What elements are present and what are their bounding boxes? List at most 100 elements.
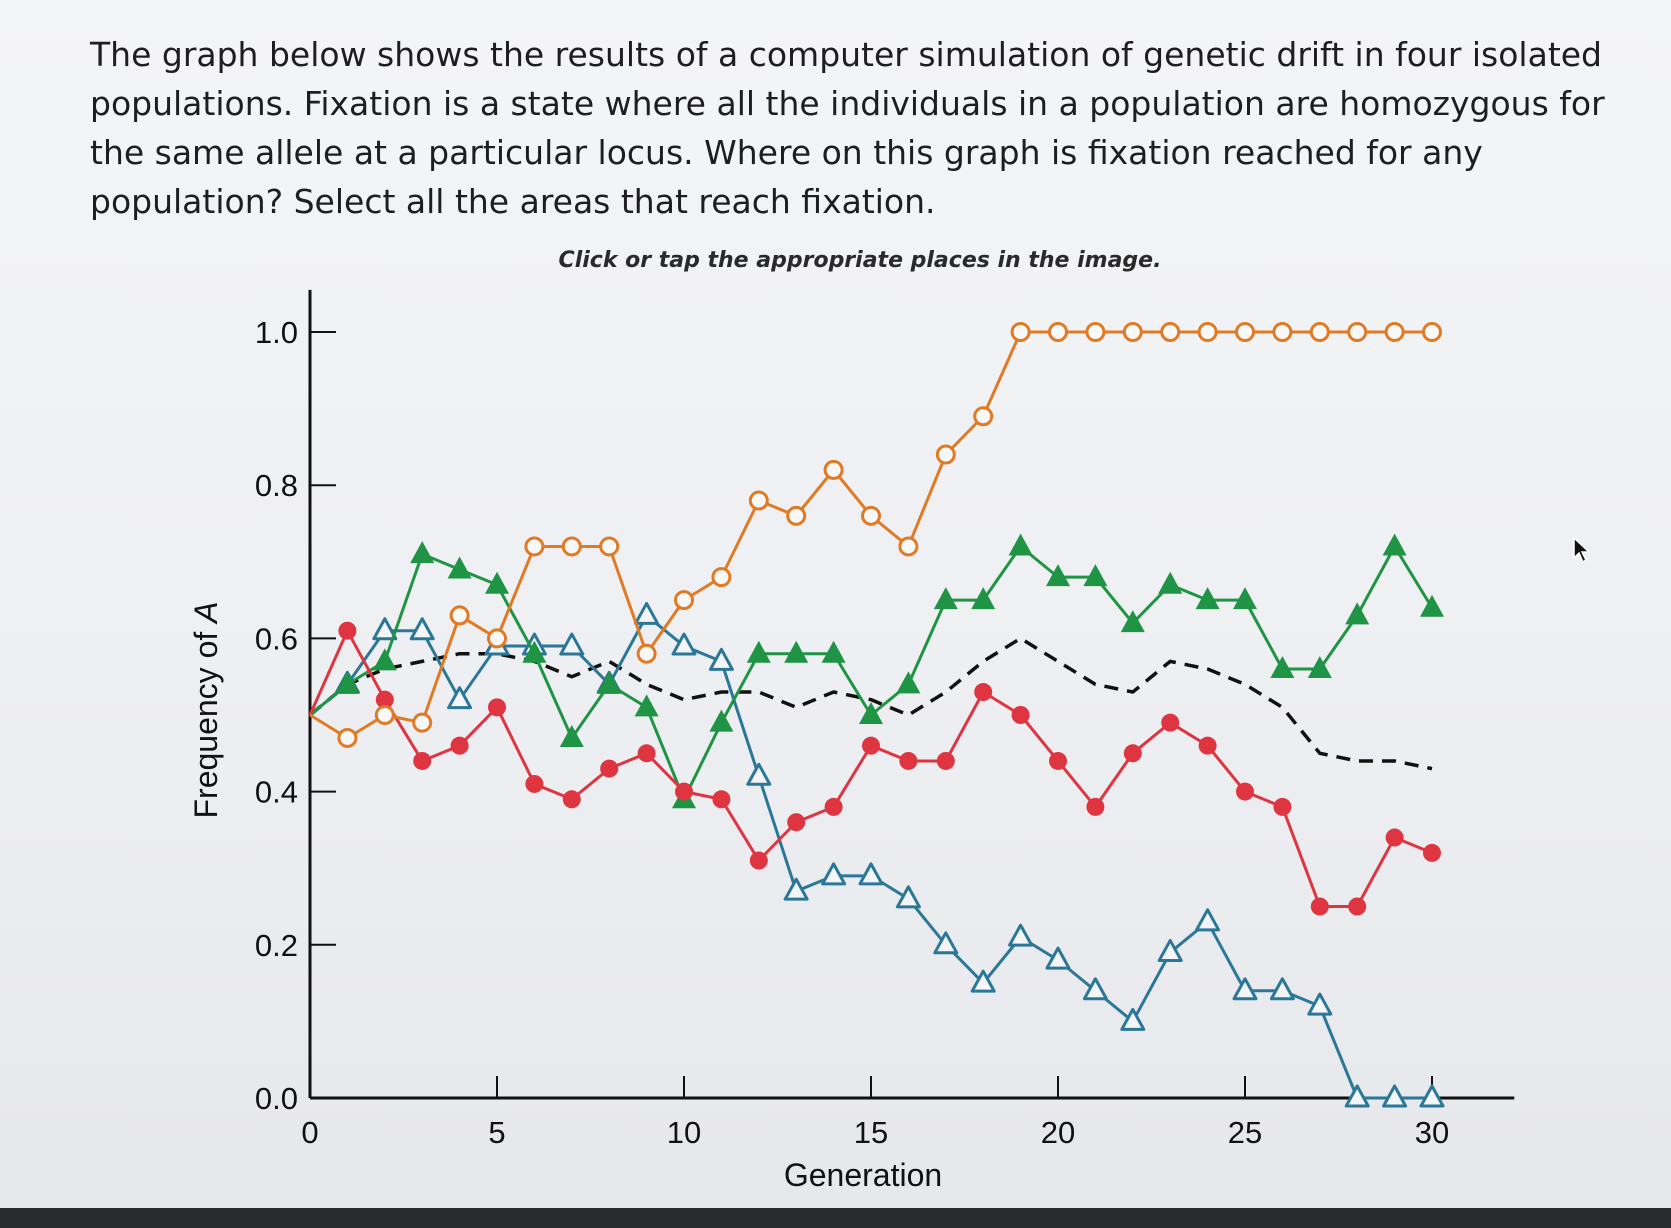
data-point[interactable] xyxy=(1086,797,1105,816)
data-point[interactable] xyxy=(898,536,919,557)
data-point[interactable] xyxy=(525,774,544,793)
data-point[interactable] xyxy=(970,969,996,993)
data-point[interactable] xyxy=(858,862,884,886)
data-point[interactable] xyxy=(562,790,581,809)
data-point[interactable] xyxy=(600,759,619,778)
data-point[interactable] xyxy=(1158,571,1183,594)
data-point[interactable] xyxy=(372,617,398,641)
data-point[interactable] xyxy=(1123,744,1142,763)
data-point[interactable] xyxy=(675,782,693,801)
data-point[interactable] xyxy=(1120,1007,1146,1031)
data-point[interactable] xyxy=(413,751,432,770)
data-point[interactable] xyxy=(1269,977,1295,1001)
data-point[interactable] xyxy=(488,698,506,717)
data-point[interactable] xyxy=(1008,923,1034,947)
data-point[interactable] xyxy=(1233,587,1257,610)
data-point[interactable] xyxy=(974,683,993,702)
data-point[interactable] xyxy=(859,702,883,724)
data-point[interactable] xyxy=(1236,782,1254,801)
data-point[interactable] xyxy=(1046,564,1070,587)
data-point[interactable] xyxy=(823,459,844,480)
data-point[interactable] xyxy=(1272,322,1293,342)
data-point[interactable] xyxy=(1122,322,1143,342)
data-point[interactable] xyxy=(1347,322,1368,342)
data-point[interactable] xyxy=(936,751,955,770)
data-point[interactable] xyxy=(824,797,843,816)
data-point[interactable] xyxy=(1307,992,1333,1016)
data-point[interactable] xyxy=(862,736,880,755)
data-point[interactable] xyxy=(896,671,921,694)
data-point[interactable] xyxy=(895,885,921,909)
data-point[interactable] xyxy=(561,536,582,557)
data-point[interactable] xyxy=(709,709,734,732)
data-point[interactable] xyxy=(861,505,881,526)
data-point[interactable] xyxy=(748,490,769,511)
data-point[interactable] xyxy=(1310,897,1329,916)
data-point[interactable] xyxy=(637,744,656,763)
series-red[interactable] xyxy=(308,621,1441,916)
data-point[interactable] xyxy=(1270,656,1295,679)
data-point[interactable] xyxy=(749,851,768,870)
series-black[interactable] xyxy=(308,636,1433,771)
data-point[interactable] xyxy=(487,628,507,649)
data-point[interactable] xyxy=(372,648,397,671)
data-point[interactable] xyxy=(1048,322,1068,342)
data-point[interactable] xyxy=(410,541,435,564)
data-point[interactable] xyxy=(1232,977,1258,1001)
data-point[interactable] xyxy=(933,587,958,610)
data-point[interactable] xyxy=(1085,322,1106,342)
data-point[interactable] xyxy=(787,813,806,832)
data-point[interactable] xyxy=(409,617,435,641)
data-point[interactable] xyxy=(933,931,959,955)
series-blue[interactable] xyxy=(309,601,1445,1108)
data-point[interactable] xyxy=(559,724,584,747)
data-point[interactable] xyxy=(374,705,395,725)
series-green[interactable] xyxy=(309,533,1444,809)
data-point[interactable] xyxy=(712,790,731,809)
data-point[interactable] xyxy=(597,671,622,694)
data-point[interactable] xyxy=(524,536,545,557)
data-point[interactable] xyxy=(412,712,433,733)
data-point[interactable] xyxy=(1419,1084,1445,1108)
data-point[interactable] xyxy=(786,505,807,526)
series-orange[interactable] xyxy=(309,322,1442,748)
data-point[interactable] xyxy=(1422,322,1442,342)
data-point[interactable] xyxy=(1010,322,1031,342)
data-point[interactable] xyxy=(1344,1084,1370,1108)
data-point[interactable] xyxy=(1082,977,1108,1001)
data-point[interactable] xyxy=(1011,706,1030,724)
data-point[interactable] xyxy=(375,690,394,709)
data-point[interactable] xyxy=(1157,938,1183,962)
chart-series[interactable] xyxy=(308,322,1445,1108)
data-point[interactable] xyxy=(634,601,660,625)
data-point[interactable] xyxy=(899,751,918,770)
data-point[interactable] xyxy=(450,736,469,755)
data-point[interactable] xyxy=(1345,602,1370,625)
data-point[interactable] xyxy=(1307,656,1332,679)
data-point[interactable] xyxy=(1197,322,1218,342)
data-point[interactable] xyxy=(636,643,657,664)
data-point[interactable] xyxy=(935,444,956,465)
data-point[interactable] xyxy=(599,536,620,557)
data-point[interactable] xyxy=(973,406,994,427)
data-point[interactable] xyxy=(1273,797,1292,816)
data-point[interactable] xyxy=(1385,828,1404,847)
data-point[interactable] xyxy=(485,571,509,594)
data-point[interactable] xyxy=(1382,533,1407,556)
data-point[interactable] xyxy=(1420,594,1444,617)
data-point[interactable] xyxy=(1161,713,1180,732)
data-point[interactable] xyxy=(1049,751,1067,770)
data-point[interactable] xyxy=(447,686,473,710)
data-point[interactable] xyxy=(449,605,470,626)
data-point[interactable] xyxy=(522,640,547,663)
data-point[interactable] xyxy=(1198,736,1217,755)
data-point[interactable] xyxy=(1195,587,1220,610)
data-point[interactable] xyxy=(1384,322,1405,342)
data-point[interactable] xyxy=(1348,897,1367,916)
data-point[interactable] xyxy=(1008,533,1033,556)
data-point[interactable] xyxy=(674,590,694,611)
data-point[interactable] xyxy=(1195,908,1221,932)
data-point[interactable] xyxy=(711,567,732,588)
data-point[interactable] xyxy=(1423,843,1441,862)
